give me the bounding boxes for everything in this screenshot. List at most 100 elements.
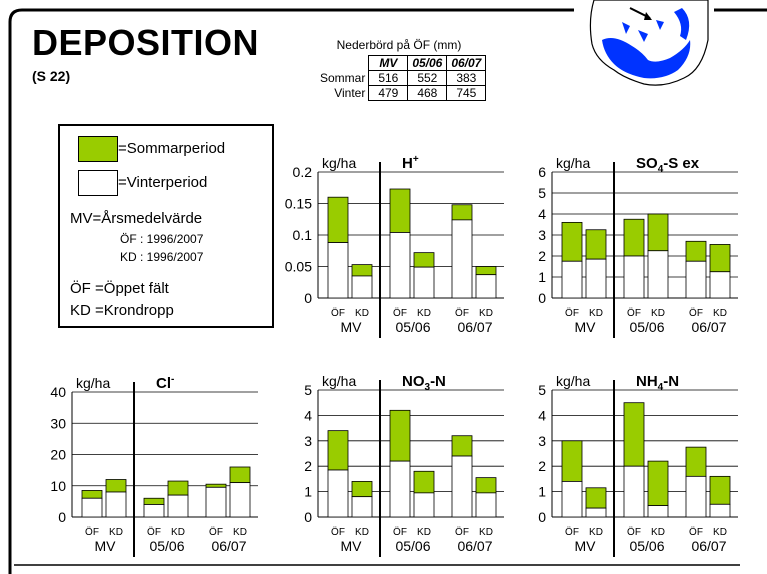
group-label: 05/06 bbox=[395, 319, 430, 335]
precip-table-caption: Nederbörd på ÖF (mm) bbox=[336, 38, 462, 52]
precip-cell: 383 bbox=[446, 70, 487, 86]
bar-label: KD bbox=[233, 527, 247, 538]
bar-label: KD bbox=[417, 527, 431, 538]
y-tick-label: 6 bbox=[538, 164, 546, 180]
bar-summer bbox=[81, 490, 103, 499]
bar-summer bbox=[561, 440, 583, 482]
group-label: 05/06 bbox=[149, 538, 184, 554]
bar-summer bbox=[105, 479, 127, 493]
bar-winter bbox=[623, 255, 645, 299]
bar-summer bbox=[351, 481, 373, 498]
y-tick-label: 1 bbox=[538, 484, 546, 500]
bar-summer bbox=[229, 466, 251, 484]
bar-summer bbox=[709, 244, 731, 273]
bar-winter bbox=[561, 260, 583, 299]
bar-winter bbox=[685, 475, 707, 518]
group-label: 06/07 bbox=[691, 319, 726, 335]
legend-kd: KD =Krondropp bbox=[70, 302, 174, 319]
group-label: 05/06 bbox=[395, 538, 430, 554]
precip-row-label: Sommar bbox=[320, 71, 366, 85]
bar-winter bbox=[351, 275, 373, 299]
legend-winter-label: =Vinterperiod bbox=[118, 173, 208, 191]
y-tick-label: 1 bbox=[538, 269, 546, 285]
legend-of-period: ÖF : 1996/2007 bbox=[120, 232, 204, 246]
precip-cell: 745 bbox=[446, 85, 487, 101]
bar-summer bbox=[585, 487, 607, 509]
y-tick-label: 2 bbox=[304, 458, 312, 474]
y-tick-label: 0 bbox=[538, 509, 546, 525]
bar-label: ÖF bbox=[393, 526, 407, 538]
bar-label: KD bbox=[479, 308, 493, 319]
legend-kd-key: KD bbox=[70, 302, 91, 319]
group-label: MV bbox=[341, 319, 363, 335]
bar-label: ÖF bbox=[209, 526, 223, 538]
precip-table: MV 05/06 06/07 Sommar 516 552 383 Vinter… bbox=[320, 55, 487, 101]
y-tick-label: 0 bbox=[304, 509, 312, 525]
bar-summer bbox=[205, 483, 227, 488]
unit-label: kg/ha bbox=[322, 155, 356, 171]
y-tick-label: 0 bbox=[58, 509, 66, 525]
bar-winter bbox=[105, 491, 127, 518]
bar-label: ÖF bbox=[331, 526, 345, 538]
legend-winter: =Vinterperiod bbox=[78, 170, 207, 196]
y-tick-label: 5 bbox=[538, 382, 546, 398]
legend-of-desc: =Öppet fält bbox=[95, 280, 169, 297]
group-label: 06/07 bbox=[457, 538, 492, 554]
bar-winter bbox=[351, 496, 373, 518]
bar-winter bbox=[413, 492, 435, 518]
bar-winter bbox=[475, 492, 497, 518]
bar-label: KD bbox=[417, 308, 431, 319]
bar-summer bbox=[351, 264, 373, 277]
legend-kd-period: KD : 1996/2007 bbox=[120, 250, 204, 264]
bar-summer bbox=[685, 240, 707, 262]
precip-row-label: Vinter bbox=[334, 86, 366, 100]
bar-label: KD bbox=[589, 527, 603, 538]
y-tick-label: 20 bbox=[50, 447, 66, 463]
bar-summer bbox=[585, 229, 607, 260]
bar-label: KD bbox=[713, 308, 727, 319]
bar-winter bbox=[585, 258, 607, 299]
bar-winter bbox=[623, 465, 645, 518]
y-tick-label: 5 bbox=[538, 185, 546, 201]
bar-summer bbox=[389, 409, 411, 462]
group-label: MV bbox=[575, 319, 597, 335]
bar-label: KD bbox=[355, 527, 369, 538]
group-label: 05/06 bbox=[629, 538, 664, 554]
bar-label: ÖF bbox=[565, 307, 579, 319]
bar-label: KD bbox=[713, 527, 727, 538]
group-label: MV bbox=[341, 538, 363, 554]
bar-label: ÖF bbox=[565, 526, 579, 538]
bar-winter bbox=[389, 232, 411, 299]
y-tick-label: 5 bbox=[304, 382, 312, 398]
bar-label: ÖF bbox=[455, 526, 469, 538]
chart-title: Cl- bbox=[156, 374, 174, 392]
bar-winter bbox=[81, 497, 103, 518]
unit-label: kg/ha bbox=[76, 375, 110, 391]
bar-label: ÖF bbox=[393, 307, 407, 319]
bar-summer bbox=[709, 475, 731, 505]
bar-summer bbox=[451, 204, 473, 221]
bar-summer bbox=[561, 221, 583, 262]
bar-winter bbox=[143, 504, 165, 518]
bar-winter bbox=[451, 455, 473, 518]
unit-label: kg/ha bbox=[556, 373, 590, 389]
y-tick-label: 1 bbox=[304, 484, 312, 500]
legend-of-key: ÖF bbox=[70, 280, 91, 297]
legend-mv-desc: =Årsmedelvärde bbox=[92, 210, 203, 227]
group-label: 06/07 bbox=[457, 319, 492, 335]
bar-winter bbox=[413, 266, 435, 299]
bar-label: ÖF bbox=[627, 307, 641, 319]
bar-summer bbox=[327, 196, 349, 243]
bar-summer bbox=[475, 266, 497, 276]
bar-summer bbox=[413, 470, 435, 494]
bar-label: ÖF bbox=[627, 526, 641, 538]
bar-label: KD bbox=[355, 308, 369, 319]
y-tick-label: 4 bbox=[538, 407, 546, 423]
map-icon bbox=[589, 0, 709, 86]
bar-winter bbox=[475, 274, 497, 299]
chart-title: SO4-S ex bbox=[636, 155, 700, 175]
unit-label: kg/ha bbox=[556, 155, 590, 171]
legend-mv-key: MV bbox=[70, 210, 93, 227]
